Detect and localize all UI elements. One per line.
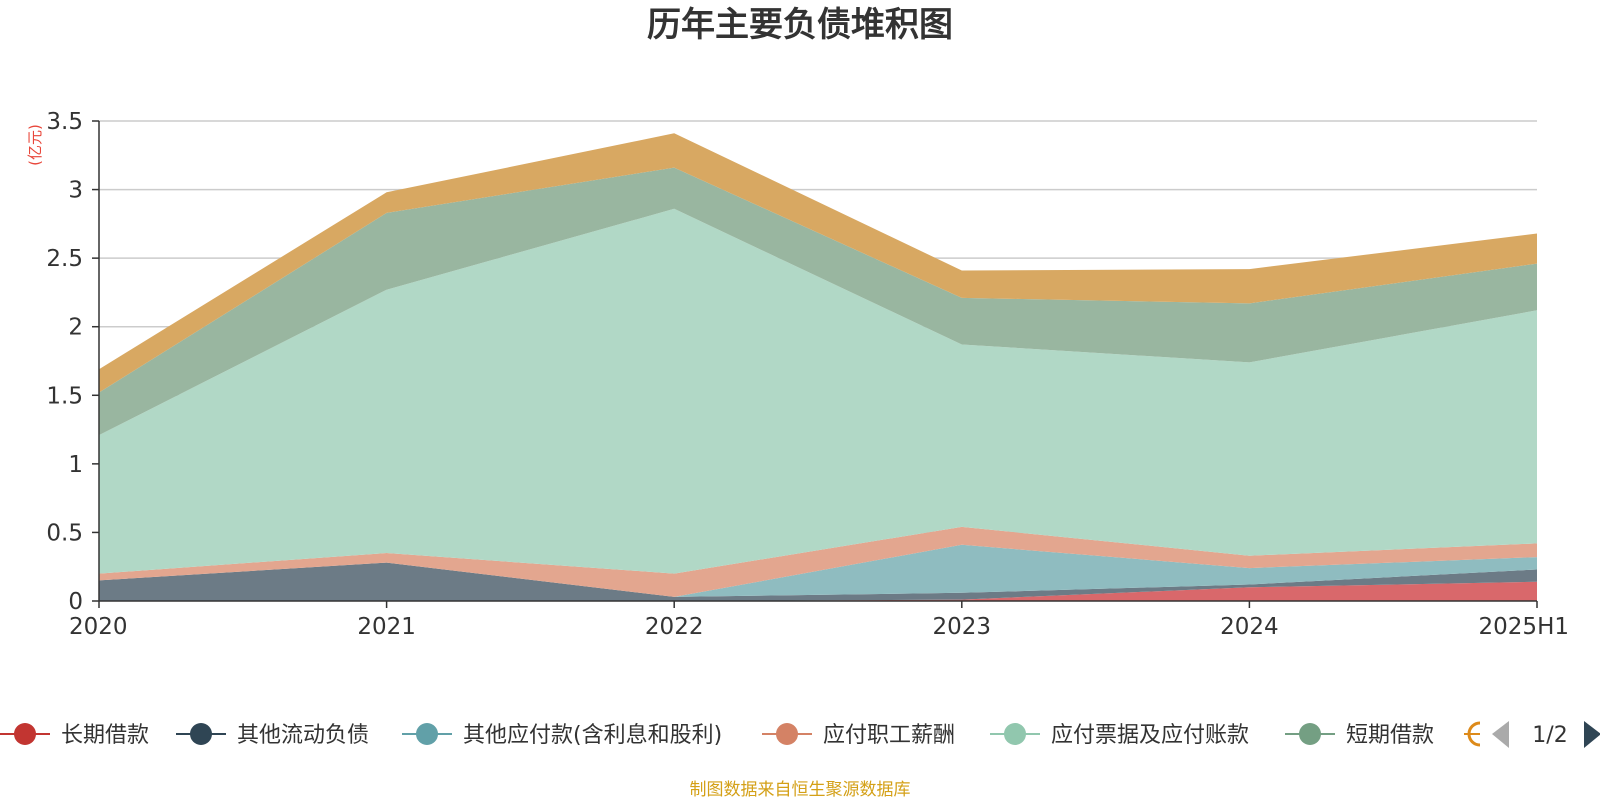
x-axis-ticks: 2020 2021 2022 2023 2024 2025H1 [69, 601, 1569, 640]
legend: 长期借款 其他流动负债 其他应付款(含利息和股利) 应付职工薪酬 应付票据及应付账款 短期… [0, 721, 1481, 748]
x-tick-label: 2021 [357, 614, 416, 640]
legend-item[interactable]: 长期借款 [0, 723, 149, 748]
area-series [99, 133, 1537, 601]
y-tick-label: 2 [68, 315, 83, 341]
area-series-1 [99, 562, 1537, 601]
y-axis-unit-label: (亿元) [26, 124, 44, 166]
legend-item[interactable]: 应付职工薪酬 [762, 723, 955, 748]
legend-label: 短期借款 [1346, 723, 1434, 748]
legend-marker [14, 723, 36, 745]
legend-marker [1299, 723, 1321, 745]
legend-marker [416, 723, 438, 745]
legend-prev-page-icon[interactable] [1492, 721, 1509, 748]
y-tick-label: 0.5 [46, 520, 83, 546]
legend-label: 应付票据及应付账款 [1051, 723, 1249, 748]
legend-page-indicator: 1/2 [1532, 723, 1567, 748]
legend-marker [776, 723, 798, 745]
area-series-3 [99, 526, 1537, 597]
y-tick-label: 1 [68, 452, 83, 478]
legend-item-partial[interactable] [1464, 721, 1481, 747]
legend-next-page-icon[interactable] [1584, 721, 1600, 748]
legend-pager: 1/2 [1492, 721, 1600, 748]
legend-marker [1467, 721, 1481, 747]
axes [98, 121, 1537, 602]
area-series-0 [99, 581, 1537, 601]
area-series-4 [99, 208, 1537, 574]
area-series-6 [99, 133, 1537, 393]
y-tick-label: 0 [68, 589, 83, 615]
legend-item[interactable]: 其他流动负债 [176, 723, 369, 748]
legend-marker [190, 723, 212, 745]
x-tick-label: 2024 [1220, 614, 1279, 640]
y-tick-label: 1.5 [46, 383, 83, 409]
data-source-footer: 制图数据来自恒生聚源数据库 [690, 780, 911, 800]
chart-title: 历年主要负债堆积图 [647, 5, 953, 45]
legend-item[interactable]: 短期借款 [1285, 723, 1434, 748]
legend-label: 其他应付款(含利息和股利) [463, 723, 722, 748]
legend-marker [1004, 723, 1026, 745]
y-axis-ticks: 0 0.5 1 1.5 2 2.5 3 3.5 [46, 109, 99, 615]
legend-label: 长期借款 [61, 723, 149, 748]
y-tick-label: 3 [68, 178, 83, 204]
legend-label: 应付职工薪酬 [823, 723, 955, 748]
area-series-5 [99, 167, 1537, 436]
x-tick-label: 2025H1 [1479, 614, 1569, 640]
x-tick-label: 2020 [69, 614, 128, 640]
x-tick-label: 2023 [933, 614, 992, 640]
y-tick-label: 2.5 [46, 246, 83, 272]
x-tick-label: 2022 [645, 614, 704, 640]
legend-label: 其他流动负债 [237, 723, 369, 748]
area-series-2 [99, 544, 1537, 597]
y-tick-label: 3.5 [46, 109, 83, 135]
legend-item[interactable]: 应付票据及应付账款 [990, 723, 1249, 748]
legend-item[interactable]: 其他应付款(含利息和股利) [402, 723, 722, 748]
